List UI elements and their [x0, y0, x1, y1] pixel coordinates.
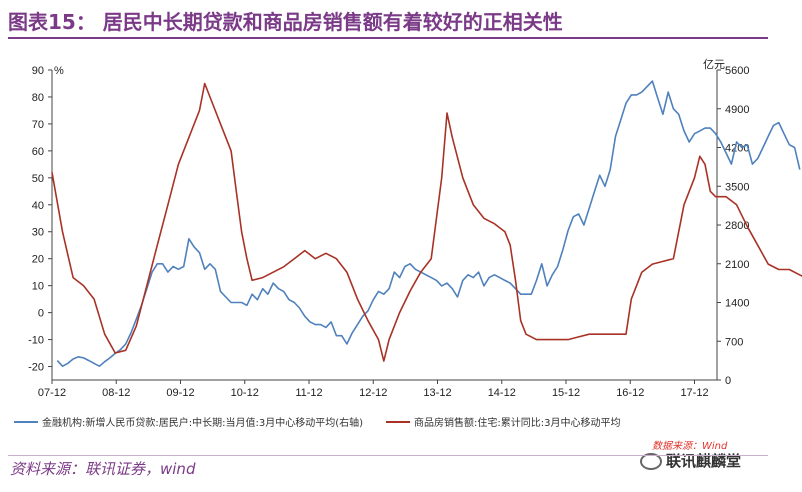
- legend-label-loans: 金融机构:新增人民币贷款:居民户:中长期:当月值:3月中心移动平均(右轴): [42, 416, 363, 429]
- watermark-source: 数据来源：Wind: [652, 441, 728, 452]
- left-tick-label: 60: [32, 146, 44, 158]
- left-tick-label: 10: [32, 281, 44, 293]
- x-tick-label: 10-12: [231, 387, 259, 399]
- x-tick-label: 14-12: [488, 387, 516, 399]
- left-tick-label: 90: [32, 65, 44, 77]
- x-tick-label: 15-12: [552, 387, 580, 399]
- right-tick-label: 5600: [725, 65, 749, 77]
- left-tick-label: 50: [32, 173, 44, 185]
- x-tick-label: 07-12: [38, 387, 66, 399]
- right-tick-label: 2800: [725, 220, 749, 232]
- right-tick-label: 2100: [725, 259, 749, 271]
- x-tick-label: 09-12: [166, 387, 194, 399]
- right-tick-label: 0: [725, 375, 731, 387]
- left-tick-label: 70: [32, 119, 44, 131]
- x-tick-label: 11-12: [295, 387, 322, 399]
- left-tick-label: 30: [32, 227, 44, 239]
- watermark-account: 联讯麒麟堂: [666, 452, 742, 470]
- right-tick-label: 4200: [725, 143, 749, 155]
- title-rule: [8, 37, 768, 39]
- chart-title: 图表15： 居民中长期贷款和商品房销售额有着较好的正相关性: [8, 10, 563, 34]
- x-tick-label: 17-12: [680, 387, 708, 399]
- line-chart: -20 -10 0 10 20 30 40 50 60 70 80 90 % 0 700 1400 2100 28…: [14, 58, 802, 429]
- left-axis-unit: %: [54, 65, 64, 77]
- left-tick-label: 80: [32, 92, 44, 104]
- right-tick-label: 700: [725, 336, 743, 348]
- chart-lines: [51, 80, 802, 367]
- right-axis-unit: 亿元: [703, 58, 725, 71]
- left-tick-label: 0: [38, 308, 44, 320]
- series-line-house-sales: [51, 82, 802, 362]
- chart-axes: -20 -10 0 10 20 30 40 50 60 70 80 90 % 0 700 1400 2100 28…: [28, 58, 749, 399]
- x-tick-label: 12-12: [359, 387, 387, 399]
- x-tick-label: 08-12: [102, 387, 130, 399]
- legend-label-sales: 商品房销售额:住宅:累计同比:3月中心移动平均: [414, 416, 620, 429]
- left-tick-label: -10: [28, 335, 44, 347]
- right-tick-label: 4900: [725, 104, 749, 116]
- series-line-residential-loans: [56, 80, 801, 367]
- watermark-logo: 联讯麒麟堂: [640, 450, 741, 471]
- x-tick-label: 16-12: [616, 387, 644, 399]
- left-tick-label: -20: [28, 362, 44, 374]
- wechat-icon: [640, 453, 662, 470]
- source-note: 资料来源：联讯证券，wind: [10, 460, 196, 478]
- right-tick-label: 1400: [725, 298, 749, 310]
- x-tick-label: 13-12: [423, 387, 451, 399]
- source-rule: [8, 455, 768, 456]
- left-tick-label: 20: [32, 254, 44, 266]
- right-tick-label: 3500: [725, 181, 749, 193]
- chart-legend: 金融机构:新增人民币贷款:居民户:中长期:当月值:3月中心移动平均(右轴) 商品房…: [14, 416, 620, 429]
- left-tick-label: 40: [32, 200, 44, 212]
